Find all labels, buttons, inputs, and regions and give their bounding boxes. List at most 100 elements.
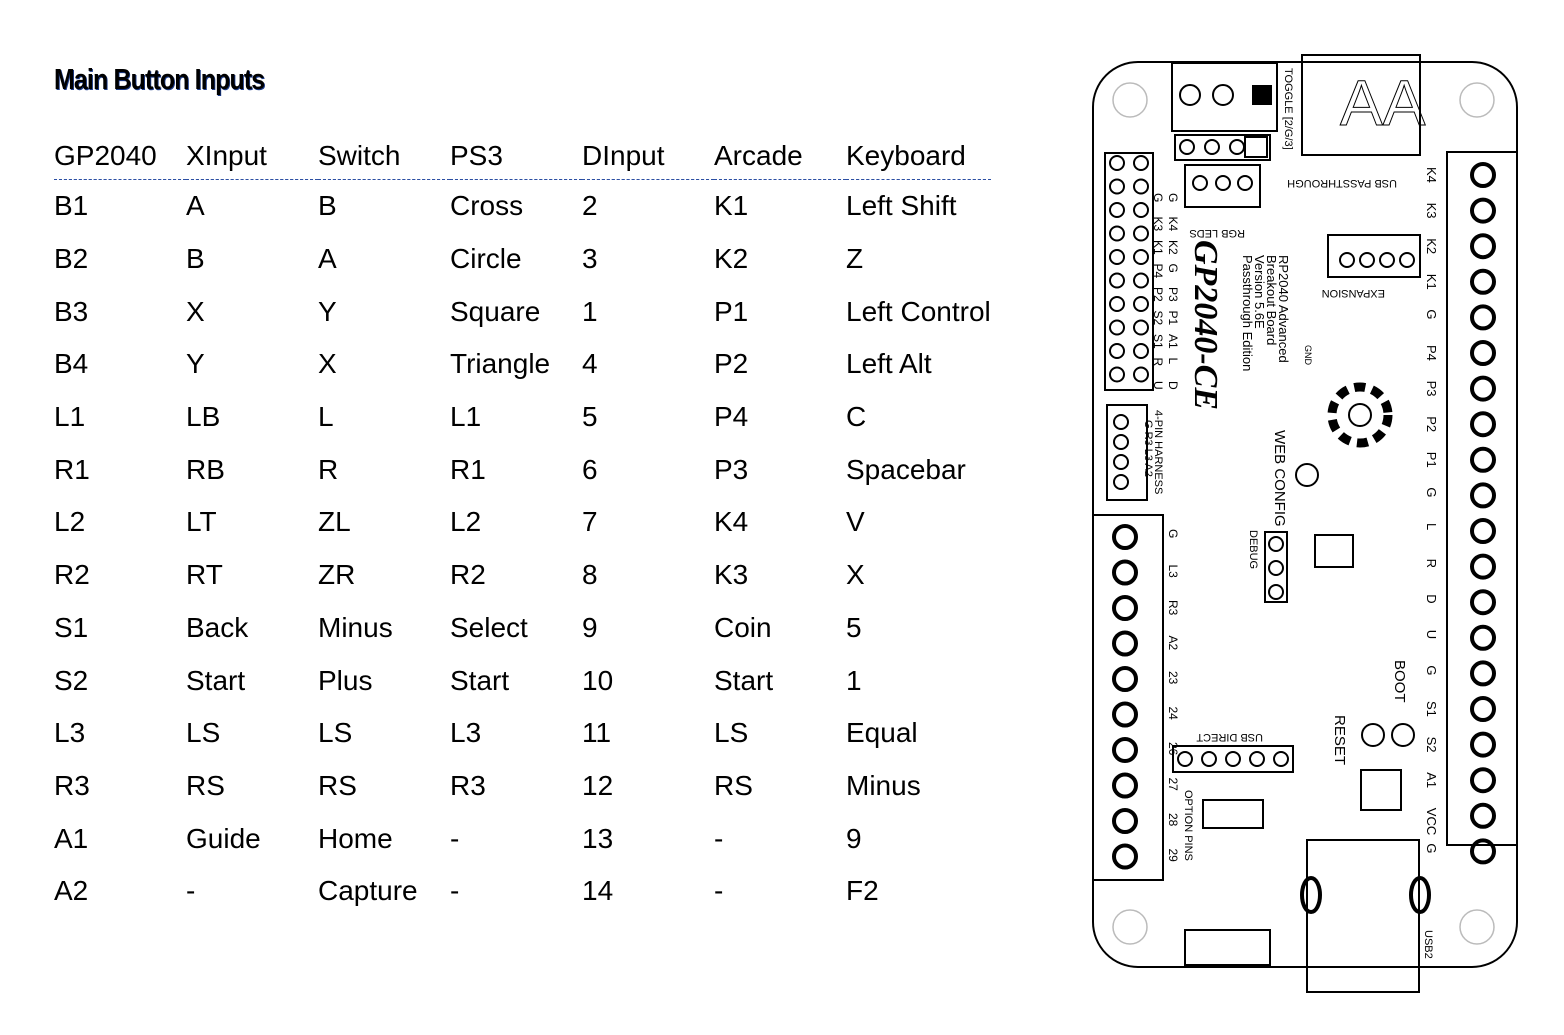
table-cell: P2 — [714, 348, 749, 380]
terminal-hole — [1470, 553, 1496, 580]
table-header-row: GP2040 XInput Switch PS3 DInput Arcade Keyboar… — [54, 133, 991, 180]
table-cell: V — [846, 506, 865, 538]
header-label: K4 — [1166, 217, 1180, 232]
table-row: R3 RS RS R3 12 RS Minus — [54, 760, 991, 813]
board-name-line: Version 5.6E — [1252, 255, 1267, 329]
header-pin — [1109, 178, 1125, 195]
table-cell: - — [450, 822, 460, 854]
terminal-hole — [1112, 808, 1138, 834]
debug-header — [1264, 531, 1288, 603]
terminal-label: D — [1424, 594, 1439, 603]
table-cell: Square — [450, 295, 541, 327]
header-label: G — [1166, 264, 1180, 273]
table-cell: F2 — [846, 875, 879, 907]
silkscreen-toggle: TOGGLE [2/G/3] — [1282, 68, 1294, 150]
pin — [1229, 139, 1245, 155]
table-row: A1 Guide Home - 13 - 9 — [54, 812, 991, 865]
board-name-line: RP2040 Advanced — [1276, 255, 1291, 363]
table-cell: RS — [186, 769, 225, 801]
terminal-hole — [1112, 559, 1138, 586]
table-cell: Plus — [318, 664, 373, 696]
table-row: B4 Y X Triangle 4 P2 Left Alt — [54, 338, 991, 391]
column-header: Switch — [318, 140, 401, 171]
table-cell: R3 — [450, 769, 486, 801]
pin — [1204, 139, 1220, 155]
table-cell: RT — [186, 559, 223, 591]
silkscreen-boot: BOOT — [1391, 660, 1408, 703]
right-terminal-block — [1446, 151, 1518, 846]
toggle-terminal — [1171, 62, 1278, 132]
terminal-hole-square — [1252, 85, 1272, 105]
table-cell: 10 — [582, 664, 614, 696]
header-pin — [1109, 366, 1125, 383]
table-cell: Equal — [846, 717, 918, 749]
table-row: R2 RT ZR R2 8 K3 X — [54, 549, 991, 602]
header-label: G — [1151, 193, 1165, 202]
terminal-label: G — [1166, 529, 1180, 538]
table-cell: 5 — [582, 401, 598, 433]
terminal-hole — [1112, 843, 1138, 870]
silkscreen-harness_pins: G R3 L3 A2 — [1142, 420, 1154, 477]
terminal-hole — [1212, 84, 1234, 106]
table-row: B2 B A Circle 3 K2 Z — [54, 233, 991, 286]
table-row: L2 LT ZL L2 7 K4 V — [54, 496, 991, 549]
terminal-hole — [1470, 660, 1496, 687]
board-name-line: Breakout Board — [1264, 255, 1279, 345]
terminal-hole — [1470, 233, 1496, 260]
terminal-hole — [1112, 666, 1138, 692]
table-cell: B1 — [54, 190, 89, 222]
header-label: L — [1166, 358, 1180, 365]
silkscreen-rgb_leds: RGB LEDS — [1189, 227, 1245, 239]
terminal-label: G — [1424, 843, 1439, 853]
table-cell: R1 — [54, 453, 90, 485]
header-pin — [1109, 296, 1125, 312]
terminal-label: A2 — [1166, 636, 1180, 651]
pin — [1237, 175, 1253, 191]
header-3pin — [1174, 134, 1271, 161]
table-cell: P3 — [714, 453, 749, 485]
table-cell: R1 — [450, 453, 486, 485]
terminal-label: K2 — [1424, 238, 1439, 254]
silkscreen-usb_passthrough: USB PASSTHROUGH — [1287, 177, 1397, 189]
harness-pin — [1113, 474, 1129, 490]
gear-center — [1348, 403, 1372, 427]
terminal-label: 24 — [1166, 707, 1180, 721]
table-cell: ZL — [318, 506, 351, 538]
terminal-hole — [1470, 446, 1496, 473]
terminal-hole — [1112, 595, 1138, 621]
table-cell: ZR — [318, 559, 356, 591]
table-cell: L1 — [450, 401, 482, 433]
header-label: P2 — [1151, 287, 1165, 302]
table-cell: LS — [186, 717, 221, 749]
terminal-label: P1 — [1424, 452, 1439, 468]
table-cell: L2 — [450, 506, 482, 538]
header-pin — [1133, 343, 1149, 359]
silkscreen-usb2: USB2 — [1422, 930, 1434, 959]
table-cell: Select — [450, 611, 528, 643]
mounting-hole — [1459, 82, 1495, 118]
open-hardware-gear-icon — [1327, 382, 1393, 448]
terminal-label: K1 — [1424, 274, 1439, 290]
terminal-label: VCC — [1424, 808, 1439, 835]
column-header: Arcade — [714, 140, 803, 171]
silkscreen-gnd: GND — [1303, 345, 1313, 366]
rgb-led-connector — [1184, 164, 1261, 208]
header-pin — [1109, 319, 1125, 336]
terminal-hole — [1470, 518, 1496, 544]
table-cell: P4 — [714, 401, 749, 433]
table-cell: A — [318, 243, 337, 275]
terminal-label: R — [1424, 559, 1439, 568]
terminal-label: K3 — [1424, 203, 1439, 219]
header-pin — [1133, 366, 1149, 383]
pin — [1215, 175, 1231, 191]
pin — [1273, 751, 1289, 767]
table-cell: Back — [186, 611, 249, 643]
header-label: P3 — [1166, 287, 1180, 302]
table-cell: 1 — [846, 664, 862, 696]
terminal-label: 27 — [1166, 778, 1180, 792]
header-label: U — [1151, 381, 1165, 390]
column-header: XInput — [186, 140, 267, 171]
pin — [1192, 175, 1208, 191]
table-cell: Circle — [450, 243, 522, 275]
terminal-label: 23 — [1166, 671, 1180, 685]
